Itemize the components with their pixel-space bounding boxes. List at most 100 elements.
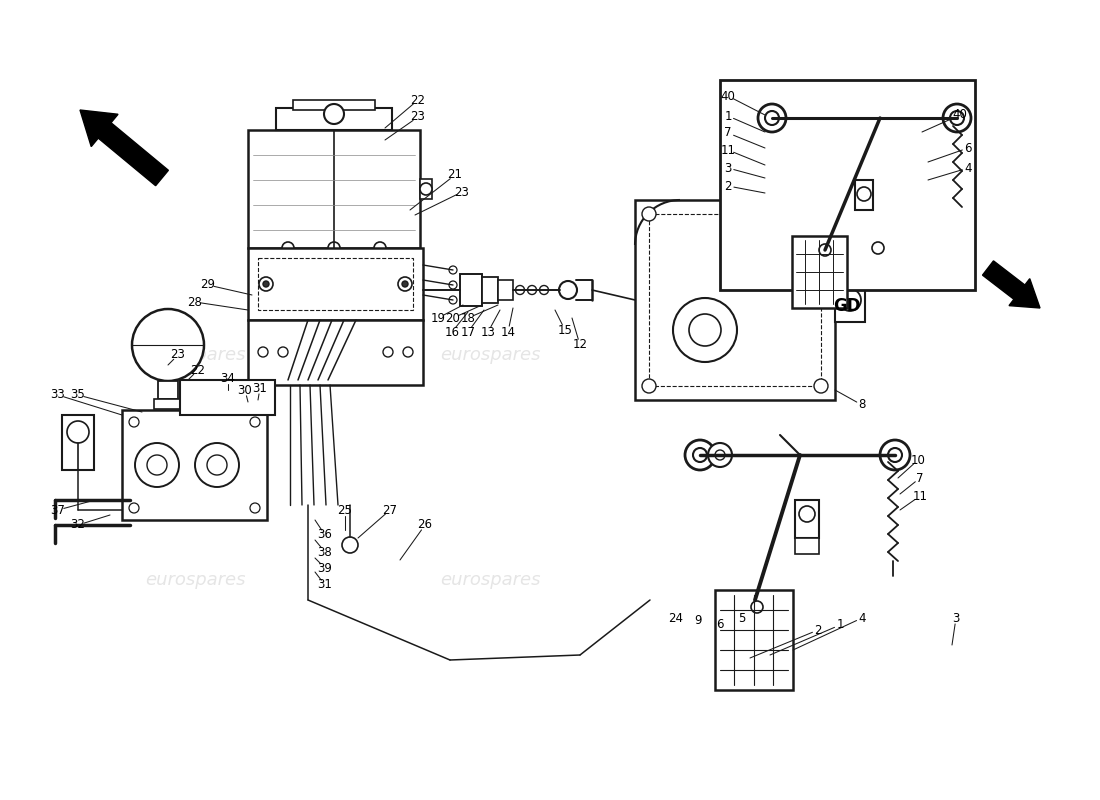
Text: 40: 40 <box>953 109 967 122</box>
FancyArrow shape <box>80 110 168 186</box>
Text: 35: 35 <box>70 389 86 402</box>
Text: 37: 37 <box>51 503 65 517</box>
Text: 39: 39 <box>318 562 332 574</box>
Text: 14: 14 <box>500 326 516 338</box>
Circle shape <box>950 111 964 125</box>
Text: 9: 9 <box>694 614 702 626</box>
Text: 24: 24 <box>669 611 683 625</box>
Text: 34: 34 <box>221 371 235 385</box>
Text: eurospares: eurospares <box>145 571 245 589</box>
Circle shape <box>758 104 786 132</box>
Circle shape <box>872 242 884 254</box>
Circle shape <box>132 309 204 381</box>
Bar <box>248 320 424 385</box>
Circle shape <box>403 347 412 357</box>
Circle shape <box>814 207 828 221</box>
Circle shape <box>528 286 537 294</box>
Text: 26: 26 <box>418 518 432 531</box>
Text: 31: 31 <box>318 578 332 591</box>
Circle shape <box>449 281 456 289</box>
Bar <box>62 415 94 470</box>
Circle shape <box>642 207 656 221</box>
Text: 2: 2 <box>814 623 822 637</box>
Text: 32: 32 <box>70 518 86 531</box>
Text: 18: 18 <box>461 311 475 325</box>
Circle shape <box>751 601 763 613</box>
Text: 23: 23 <box>170 349 186 362</box>
Circle shape <box>282 242 294 254</box>
Circle shape <box>764 111 779 125</box>
Text: 30: 30 <box>238 383 252 397</box>
Circle shape <box>328 242 340 254</box>
Circle shape <box>195 443 239 487</box>
Text: 40: 40 <box>720 90 736 102</box>
Text: 4: 4 <box>965 162 971 174</box>
Circle shape <box>129 417 139 427</box>
Circle shape <box>449 266 456 274</box>
Text: eurospares: eurospares <box>440 571 540 589</box>
Circle shape <box>449 296 456 304</box>
Text: 12: 12 <box>572 338 587 351</box>
Text: 36: 36 <box>318 529 332 542</box>
Circle shape <box>147 455 167 475</box>
Text: 3: 3 <box>724 162 732 174</box>
Circle shape <box>516 286 525 294</box>
Circle shape <box>207 455 227 475</box>
Bar <box>122 410 267 520</box>
Text: 31: 31 <box>253 382 267 394</box>
Circle shape <box>420 183 432 195</box>
Bar <box>158 381 178 399</box>
Text: 28: 28 <box>188 295 202 309</box>
Circle shape <box>263 281 270 287</box>
Bar <box>293 100 375 110</box>
Circle shape <box>943 104 971 132</box>
Circle shape <box>135 443 179 487</box>
Circle shape <box>857 187 871 201</box>
Text: eurospares: eurospares <box>440 346 540 364</box>
Circle shape <box>839 289 861 311</box>
Text: GD: GD <box>834 297 860 315</box>
Text: 16: 16 <box>444 326 460 338</box>
Text: 19: 19 <box>430 311 446 325</box>
Text: 11: 11 <box>913 490 927 502</box>
Text: 22: 22 <box>190 363 206 377</box>
Circle shape <box>715 450 725 460</box>
FancyArrow shape <box>982 261 1040 308</box>
Text: 10: 10 <box>911 454 925 466</box>
Bar <box>460 274 482 306</box>
Circle shape <box>539 286 549 294</box>
Text: 6: 6 <box>965 142 971 154</box>
Text: 5: 5 <box>738 611 746 625</box>
Circle shape <box>693 448 707 462</box>
Circle shape <box>673 298 737 362</box>
Circle shape <box>398 277 412 291</box>
Text: 33: 33 <box>51 389 65 402</box>
Bar <box>649 214 821 386</box>
Circle shape <box>129 503 139 513</box>
Circle shape <box>799 506 815 522</box>
Circle shape <box>642 379 656 393</box>
Text: 8: 8 <box>858 398 866 411</box>
Text: 25: 25 <box>338 503 352 517</box>
Text: 22: 22 <box>410 94 426 106</box>
Text: 13: 13 <box>481 326 495 338</box>
Circle shape <box>342 537 358 553</box>
Circle shape <box>689 314 720 346</box>
Bar <box>420 179 432 199</box>
Text: 4: 4 <box>858 611 866 625</box>
Circle shape <box>814 379 828 393</box>
Text: 27: 27 <box>383 503 397 517</box>
Bar <box>258 258 412 310</box>
Circle shape <box>250 417 260 427</box>
Text: 11: 11 <box>720 143 736 157</box>
Text: eurospares: eurospares <box>145 346 245 364</box>
Text: 3: 3 <box>953 611 959 625</box>
Circle shape <box>402 281 408 287</box>
Bar <box>635 200 835 400</box>
Text: 6: 6 <box>716 618 724 631</box>
Bar <box>835 278 865 322</box>
Circle shape <box>383 347 393 357</box>
Circle shape <box>67 421 89 443</box>
Text: 20: 20 <box>446 311 461 325</box>
Text: 1: 1 <box>836 618 844 631</box>
